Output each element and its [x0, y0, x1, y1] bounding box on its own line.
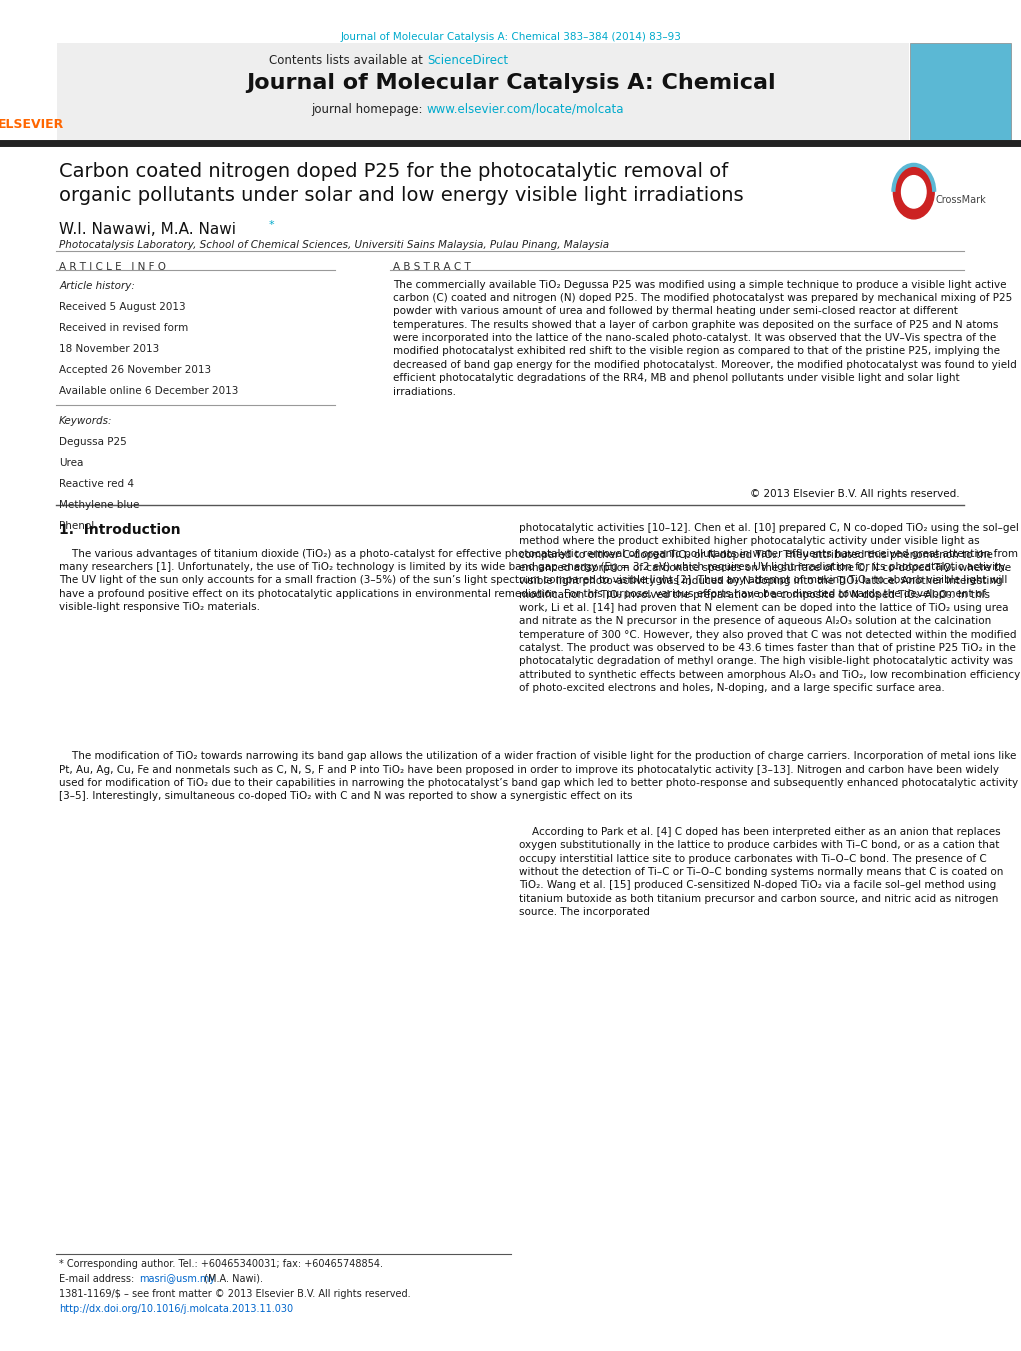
Text: Received 5 August 2013: Received 5 August 2013: [59, 303, 186, 312]
FancyBboxPatch shape: [57, 43, 909, 141]
Text: Keywords:: Keywords:: [59, 416, 112, 426]
Text: Available online 6 December 2013: Available online 6 December 2013: [59, 386, 239, 396]
Text: journal homepage:: journal homepage:: [311, 103, 427, 116]
Text: According to Park et al. [4] C doped has been interpreted either as an anion tha: According to Park et al. [4] C doped has…: [519, 827, 1003, 917]
Text: Photocatalysis Laboratory, School of Chemical Sciences, Universiti Sains Malaysi: Photocatalysis Laboratory, School of Che…: [59, 240, 610, 250]
Text: Phenol: Phenol: [59, 520, 95, 531]
Text: Article history:: Article history:: [59, 281, 135, 290]
Text: * Corresponding author. Tel.: +60465340031; fax: +60465748854.: * Corresponding author. Tel.: +604653400…: [59, 1259, 383, 1269]
Text: The various advantages of titanium dioxide (TiO₂) as a photo-catalyst for effect: The various advantages of titanium dioxi…: [59, 549, 1018, 612]
Text: www.elsevier.com/locate/molcata: www.elsevier.com/locate/molcata: [427, 103, 624, 116]
Text: *: *: [269, 220, 275, 230]
Text: Journal of Molecular Catalysis A: Chemical 383–384 (2014) 83–93: Journal of Molecular Catalysis A: Chemic…: [340, 32, 681, 42]
Text: masri@usm.my: masri@usm.my: [139, 1274, 215, 1283]
Text: © 2013 Elsevier B.V. All rights reserved.: © 2013 Elsevier B.V. All rights reserved…: [750, 489, 960, 499]
Text: Degussa P25: Degussa P25: [59, 438, 127, 447]
Text: 18 November 2013: 18 November 2013: [59, 343, 159, 354]
Text: 1.  Introduction: 1. Introduction: [59, 523, 181, 536]
Text: (M.A. Nawi).: (M.A. Nawi).: [201, 1274, 263, 1283]
FancyBboxPatch shape: [910, 43, 1011, 141]
Text: E-mail address:: E-mail address:: [59, 1274, 138, 1283]
Text: W.I. Nawawi, M.A. Nawi: W.I. Nawawi, M.A. Nawi: [59, 222, 236, 236]
Text: Carbon coated nitrogen doped P25 for the photocatalytic removal of
organic pollu: Carbon coated nitrogen doped P25 for the…: [59, 162, 744, 205]
Text: 1381-1169/$ – see front matter © 2013 Elsevier B.V. All rights reserved.: 1381-1169/$ – see front matter © 2013 El…: [59, 1289, 410, 1298]
Text: ELSEVIER: ELSEVIER: [0, 118, 63, 131]
Text: photocatalytic activities [10–12]. Chen et al. [10] prepared C, N co-doped TiO₂ : photocatalytic activities [10–12]. Chen …: [519, 523, 1020, 693]
Circle shape: [893, 165, 934, 219]
Text: A R T I C L E   I N F O: A R T I C L E I N F O: [59, 262, 166, 272]
Text: CrossMark: CrossMark: [935, 195, 986, 204]
Text: Methylene blue: Methylene blue: [59, 500, 140, 509]
Text: Reactive red 4: Reactive red 4: [59, 480, 134, 489]
Text: A B S T R A C T: A B S T R A C T: [393, 262, 471, 272]
Text: Received in revised form: Received in revised form: [59, 323, 189, 332]
Text: ScienceDirect: ScienceDirect: [427, 54, 507, 68]
Text: The modification of TiO₂ towards narrowing its band gap allows the utilization o: The modification of TiO₂ towards narrowi…: [59, 751, 1018, 801]
Circle shape: [902, 176, 926, 208]
Text: Urea: Urea: [59, 458, 84, 467]
Text: Journal of Molecular Catalysis A: Chemical: Journal of Molecular Catalysis A: Chemic…: [246, 73, 775, 93]
Text: The commercially available TiO₂ Degussa P25 was modified using a simple techniqu: The commercially available TiO₂ Degussa …: [393, 280, 1017, 397]
Text: Accepted 26 November 2013: Accepted 26 November 2013: [59, 365, 211, 374]
Text: Contents lists available at: Contents lists available at: [270, 54, 427, 68]
Text: http://dx.doi.org/10.1016/j.molcata.2013.11.030: http://dx.doi.org/10.1016/j.molcata.2013…: [59, 1304, 293, 1313]
